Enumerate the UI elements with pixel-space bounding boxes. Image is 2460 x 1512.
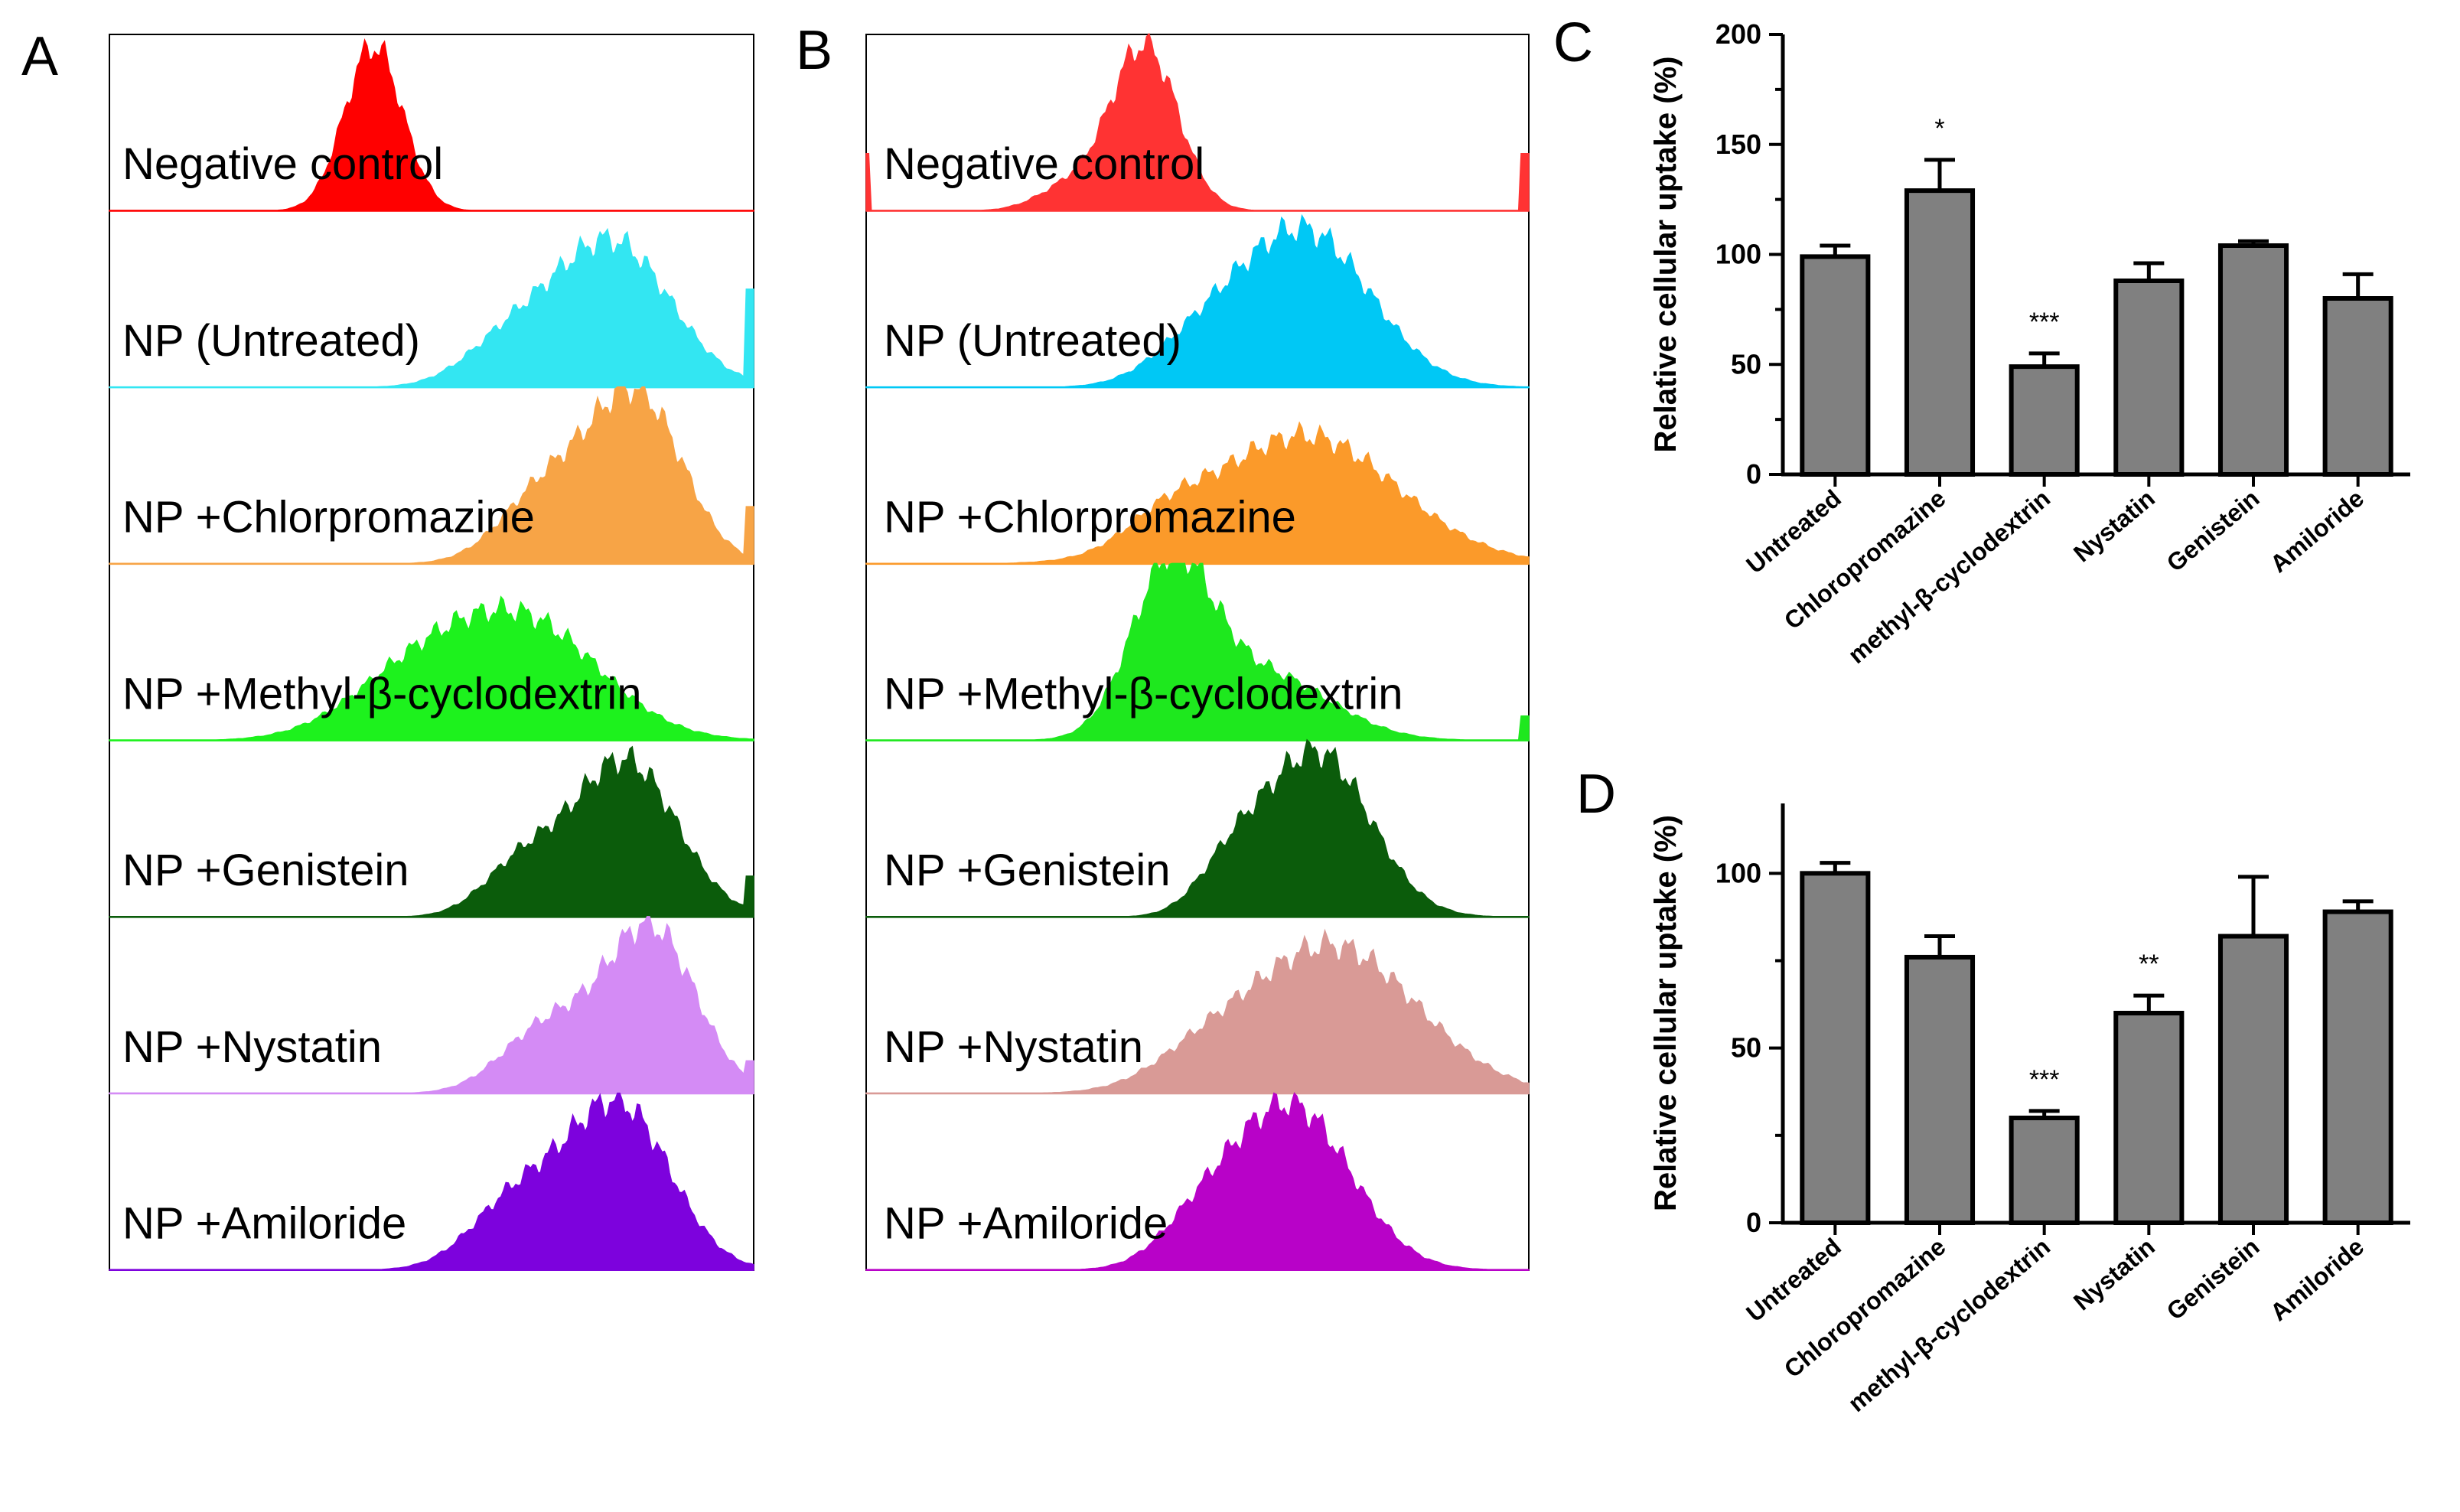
histogram-label: NP +Genistein — [122, 846, 409, 895]
histogram-label: NP (Untreated) — [122, 316, 420, 366]
histogram-label: NP +Methyl-β-cyclodextrin — [122, 669, 642, 719]
significance-marker-methyl-cyclodextrin: *** — [2029, 1065, 2060, 1094]
bar-untreated — [1800, 254, 1871, 477]
category-label-methyl-cyclodextrin: methyl-β-cyclodextrin — [1843, 1233, 2055, 1417]
y-tick-label: 0 — [1746, 458, 1761, 490]
histogram-label: NP +Chlorpromazine — [122, 493, 535, 543]
panel-letter-c: C — [1553, 12, 1593, 73]
histogram-label: NP +Chlorpromazine — [884, 493, 1296, 543]
significance-marker-nystatin: ** — [2139, 950, 2159, 979]
category-label-genistein: Genistein — [2162, 1233, 2265, 1325]
y-tick-label: 150 — [1715, 129, 1761, 160]
bar-untreated — [1800, 871, 1871, 1226]
histogram-label: NP (Untreated) — [884, 316, 1181, 366]
bar-amiloride — [2322, 296, 2393, 477]
category-label-methyl-cyclodextrin: methyl-β-cyclodextrin — [1843, 484, 2055, 669]
y-tick-label: 0 — [1746, 1207, 1761, 1238]
histogram-label: NP +Amiloride — [884, 1198, 1168, 1248]
panel-letter-a: A — [21, 26, 58, 87]
bar-methyl-cyclodextrin — [2009, 1116, 2080, 1225]
category-label-untreated: Untreated — [1741, 484, 1846, 579]
y-axis-title: Relative cellular uptake (%) — [1649, 815, 1683, 1211]
category-label-genistein: Genistein — [2162, 484, 2265, 577]
bar-chloropromazine — [1904, 954, 1976, 1226]
bar-genistein — [2217, 934, 2289, 1225]
histogram-label: Negative control — [122, 139, 443, 189]
histogram-label: NP +Amiloride — [122, 1198, 406, 1248]
y-tick-label: 100 — [1715, 239, 1761, 270]
significance-marker-methyl-cyclodextrin: *** — [2029, 308, 2060, 337]
histogram-label: NP +Genistein — [884, 846, 1171, 895]
histogram-label: NP +Methyl-β-cyclodextrin — [884, 669, 1403, 719]
panel-letter-d: D — [1576, 764, 1616, 825]
category-label-amiloride: Amiloride — [2265, 1233, 2369, 1326]
bar-nystatin — [2113, 279, 2185, 477]
bar-nystatin — [2113, 1011, 2185, 1225]
category-label-untreated: Untreated — [1741, 1233, 1846, 1328]
y-tick-label: 100 — [1715, 857, 1761, 888]
bar-methyl-cyclodextrin — [2009, 364, 2080, 477]
bar-amiloride — [2322, 909, 2393, 1225]
category-label-nystatin: Nystatin — [2068, 484, 2160, 568]
histogram-panel-b: Negative control NP (Untreated) NP +Chlorp… — [865, 32, 1530, 1271]
y-tick-label: 50 — [1731, 1032, 1761, 1064]
histogram-label: Negative control — [884, 139, 1204, 189]
histogram-panel-a: Negative control NP (Untreated) NP +Chlorp… — [109, 34, 754, 1271]
bar-chart-panel-d: 0 50 100 Relative cellular uptake (%) Untrea… — [1649, 803, 2410, 1417]
category-label-amiloride: Amiloride — [2265, 484, 2369, 578]
y-tick-label: 50 — [1731, 348, 1761, 380]
bar-chloropromazine — [1904, 188, 1976, 477]
histogram-label: NP +Nystatin — [122, 1022, 382, 1072]
significance-marker-chloropromazine: * — [1934, 114, 1944, 143]
y-tick-label: 200 — [1715, 18, 1761, 50]
y-axis-title: Relative cellular uptake (%) — [1649, 57, 1683, 453]
category-label-nystatin: Nystatin — [2068, 1233, 2160, 1316]
bar-chart-panel-c: 0 50 100 150 200 Relative cellular uptake (%)… — [1649, 18, 2410, 669]
bar-genistein — [2217, 243, 2289, 477]
panel-letter-b: B — [796, 20, 832, 81]
histogram-label: NP +Nystatin — [884, 1022, 1143, 1072]
